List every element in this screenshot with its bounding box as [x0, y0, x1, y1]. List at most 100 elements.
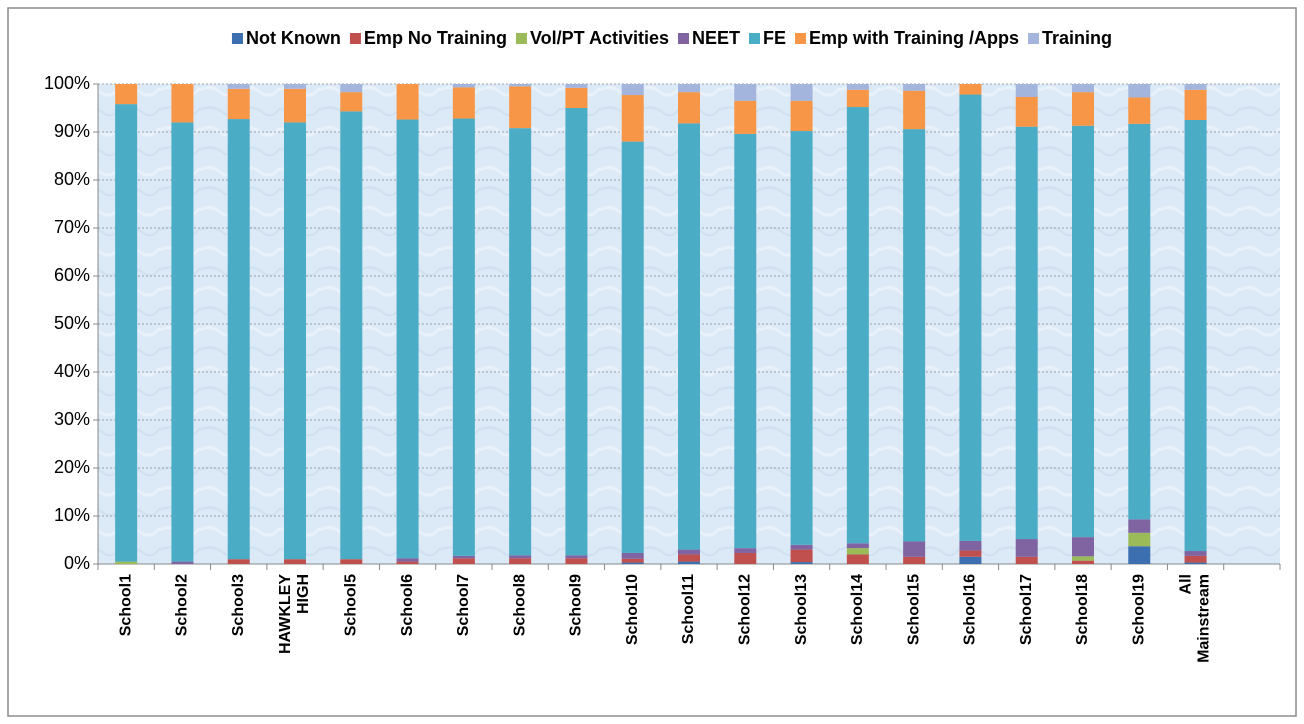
bar-segment [1128, 532, 1151, 547]
x-tick-label: School17 [1018, 574, 1035, 645]
y-tick-label: 100% [44, 73, 90, 93]
legend-label: Training [1042, 28, 1112, 48]
bar-segment [734, 133, 757, 549]
bar-segment [959, 556, 982, 564]
bar-segment [959, 84, 982, 95]
bar-segment [565, 108, 588, 556]
bar-segment [678, 561, 700, 564]
bar-segment [1184, 84, 1207, 90]
bar-segment [1015, 556, 1038, 564]
bar-segment [846, 548, 869, 555]
bar-segment [452, 87, 475, 119]
x-tick-label: School2 [174, 574, 191, 636]
legend-swatch [515, 33, 527, 44]
legend-swatch [677, 33, 689, 44]
bar-segment [790, 100, 813, 132]
bar-segment [565, 84, 588, 88]
bar-segment [171, 561, 194, 564]
bar-segment [846, 107, 869, 544]
y-tick-label: 10% [54, 505, 90, 525]
bar-segment [903, 556, 926, 564]
bar-segment [790, 131, 813, 545]
bar-segment [621, 562, 644, 564]
bar-segment [452, 558, 475, 564]
bar-segment [846, 543, 869, 549]
bar-segment [340, 84, 363, 93]
bar-segment [734, 548, 757, 553]
legend-label: Emp with Training /Apps [809, 28, 1019, 48]
x-tick-label: School7 [455, 574, 472, 636]
bar-segment [171, 84, 194, 123]
x-tick-label: AllMainstream [1178, 574, 1213, 663]
bar-segment [1072, 556, 1094, 561]
bar-segment [1072, 560, 1094, 564]
bar-segment [565, 87, 588, 108]
bar-segment [115, 561, 138, 564]
bar-segment [171, 122, 194, 562]
bar-segment [903, 90, 926, 130]
x-tick-label: School9 [568, 574, 585, 636]
bar-segment [903, 129, 926, 542]
legend-swatch [231, 33, 243, 44]
bar-segment [959, 540, 982, 551]
bar-segment [1184, 555, 1207, 563]
bar-segment [452, 84, 475, 88]
bar-segment [1184, 551, 1207, 556]
bar-segment [509, 558, 532, 564]
y-tick-label: 70% [54, 217, 90, 237]
bar-segment [509, 555, 532, 559]
x-tick-label: School14 [849, 574, 866, 645]
bar-segment [1128, 84, 1151, 98]
bar-segment [790, 549, 813, 563]
bar-segment [846, 89, 869, 108]
bar-segment [340, 559, 363, 564]
x-tick-label: School5 [343, 574, 360, 636]
y-tick-label: 20% [54, 457, 90, 477]
bar-segment [396, 561, 419, 564]
x-tick-label: School8 [511, 574, 528, 636]
bar-segment [452, 555, 475, 559]
x-tick-label: School3 [230, 574, 247, 636]
bar-segment [678, 84, 700, 93]
bar-segment [284, 88, 306, 123]
bar-segment [734, 100, 757, 134]
bar-segment [509, 128, 532, 556]
bar-segment [1128, 546, 1151, 564]
bar-segment [790, 84, 813, 101]
bar-segment [1184, 89, 1207, 120]
x-tick-label: School11 [680, 574, 697, 644]
legend: Not Known Emp No Training Vol/PT Activitie… [231, 28, 1112, 48]
bar-segment [621, 558, 644, 563]
x-tick-label: School1 [117, 574, 134, 636]
legend-label: Not Known [246, 28, 341, 48]
bar-segment [1015, 96, 1038, 127]
legend-label: Emp No Training [364, 28, 507, 48]
bar-segment [452, 118, 475, 556]
bar-segment [1184, 562, 1207, 564]
bar-segment [227, 88, 250, 120]
bar-segment [1072, 84, 1094, 93]
bar-segment [1015, 126, 1038, 540]
y-tick-label: 0% [64, 553, 90, 573]
x-tick-label: School13 [793, 574, 810, 645]
legend-label: FE [763, 28, 786, 48]
bar-segment [678, 123, 700, 550]
bar-segment [227, 119, 250, 560]
label-line: HAWKLEY [277, 574, 294, 654]
bar-segment [846, 554, 869, 564]
bar-segment [1128, 123, 1151, 520]
bar-segment [846, 84, 869, 90]
x-tick-label: School10 [624, 574, 641, 645]
bar-segment [115, 104, 138, 562]
x-tick-label: School16 [962, 574, 979, 645]
bar-segment [678, 554, 700, 562]
bar-segment [959, 94, 982, 541]
bar-segment [509, 84, 532, 87]
bar-segment [678, 549, 700, 555]
bar-segment [396, 119, 419, 559]
bar-segment [959, 550, 982, 557]
bar-segment [284, 84, 306, 89]
bar-segment [1072, 125, 1094, 538]
bar-segment [1128, 519, 1151, 533]
x-tick-label: School15 [905, 574, 922, 645]
